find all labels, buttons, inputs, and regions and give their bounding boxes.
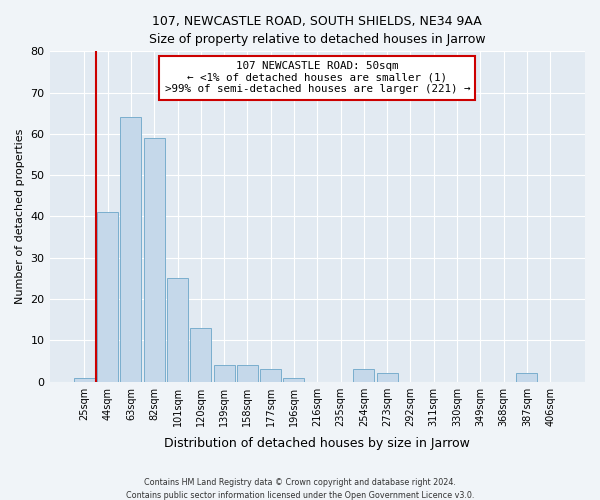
X-axis label: Distribution of detached houses by size in Jarrow: Distribution of detached houses by size … [164,437,470,450]
Bar [97,212,118,382]
Bar [517,374,538,382]
Title: 107, NEWCASTLE ROAD, SOUTH SHIELDS, NE34 9AA
Size of property relative to detach: 107, NEWCASTLE ROAD, SOUTH SHIELDS, NE34… [149,15,485,46]
Bar [121,118,142,382]
Bar [377,374,398,382]
Bar [353,370,374,382]
Text: 107 NEWCASTLE ROAD: 50sqm
← <1% of detached houses are smaller (1)
>99% of semi-: 107 NEWCASTLE ROAD: 50sqm ← <1% of detac… [164,61,470,94]
Bar [167,278,188,382]
Bar [237,365,258,382]
Bar [283,378,304,382]
Bar [74,378,95,382]
Text: Contains HM Land Registry data © Crown copyright and database right 2024.
Contai: Contains HM Land Registry data © Crown c… [126,478,474,500]
Bar [260,370,281,382]
Bar [190,328,211,382]
Bar [214,365,235,382]
Y-axis label: Number of detached properties: Number of detached properties [15,129,25,304]
Bar [144,138,165,382]
